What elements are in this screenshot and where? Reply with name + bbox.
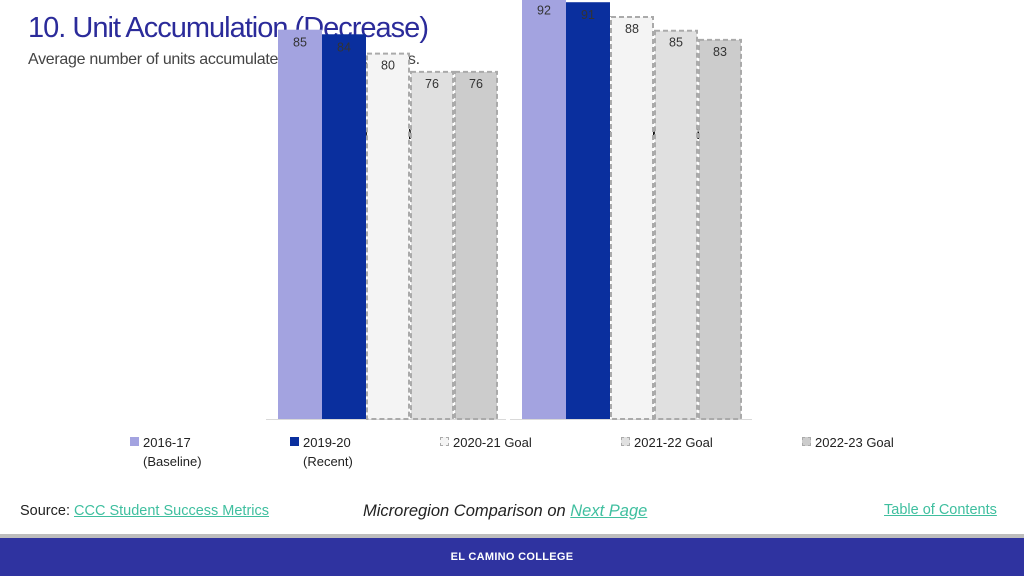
next-page-link[interactable]: Next Page <box>570 502 648 520</box>
footer-divider <box>0 534 1024 538</box>
data-label: 76 <box>425 77 439 91</box>
bar <box>654 29 698 420</box>
chart-legend: 2016-17 (Baseline) 2019-20 (Recent) 2020-21 … <box>0 433 1024 473</box>
source-label: Source: <box>20 503 74 519</box>
data-label: 91 <box>581 8 595 22</box>
bar <box>698 38 742 421</box>
data-label: 85 <box>293 36 307 50</box>
source-note: Source: CCC Student Success Metrics <box>20 503 269 519</box>
bar <box>610 15 654 421</box>
legend-swatch <box>621 437 630 446</box>
bar <box>566 2 610 419</box>
legend-swatch <box>802 437 811 446</box>
legend-label: 2020-21 Goal <box>453 435 532 450</box>
legend-item: 2020-21 Goal <box>440 433 532 452</box>
bar <box>278 29 322 419</box>
bar-chart: Overall8584807676Students with Disabilit… <box>266 0 752 421</box>
legend-label: (Baseline) <box>143 454 202 469</box>
legend-label: 2019-20 <box>303 435 351 450</box>
legend-swatch <box>130 437 139 446</box>
footer-bar: EL CAMINO COLLEGE <box>0 538 1024 576</box>
legend-label: 2016-17 <box>143 435 191 450</box>
legend-label: 2021-22 Goal <box>634 435 713 450</box>
data-label: 85 <box>669 36 683 50</box>
legend-label: 2022-23 Goal <box>815 435 894 450</box>
legend-item: 2022-23 Goal <box>802 433 894 452</box>
data-label: 84 <box>337 40 351 54</box>
legend-swatch <box>440 437 449 446</box>
bar <box>454 70 498 420</box>
microregion-note: Microregion Comparison on Next Page <box>363 502 647 521</box>
legend-item: 2021-22 Goal <box>621 433 713 452</box>
bar <box>322 34 366 419</box>
source-link[interactable]: CCC Student Success Metrics <box>74 503 270 519</box>
data-label: 76 <box>469 77 483 91</box>
data-label: 83 <box>713 45 727 59</box>
data-label: 92 <box>537 4 551 18</box>
college-name: EL CAMINO COLLEGE <box>450 551 574 563</box>
bar <box>366 52 410 420</box>
legend-label: (Recent) <box>303 454 353 469</box>
data-label: 88 <box>625 22 639 36</box>
microregion-label: Microregion Comparison on <box>363 502 571 520</box>
data-label: 80 <box>381 59 395 73</box>
bar <box>522 0 566 419</box>
legend-item: 2016-17 (Baseline) <box>130 433 202 471</box>
table-of-contents-link[interactable]: Table of Contents <box>884 502 997 518</box>
legend-swatch <box>290 437 299 446</box>
bar <box>410 70 454 420</box>
legend-item: 2019-20 (Recent) <box>290 433 353 471</box>
